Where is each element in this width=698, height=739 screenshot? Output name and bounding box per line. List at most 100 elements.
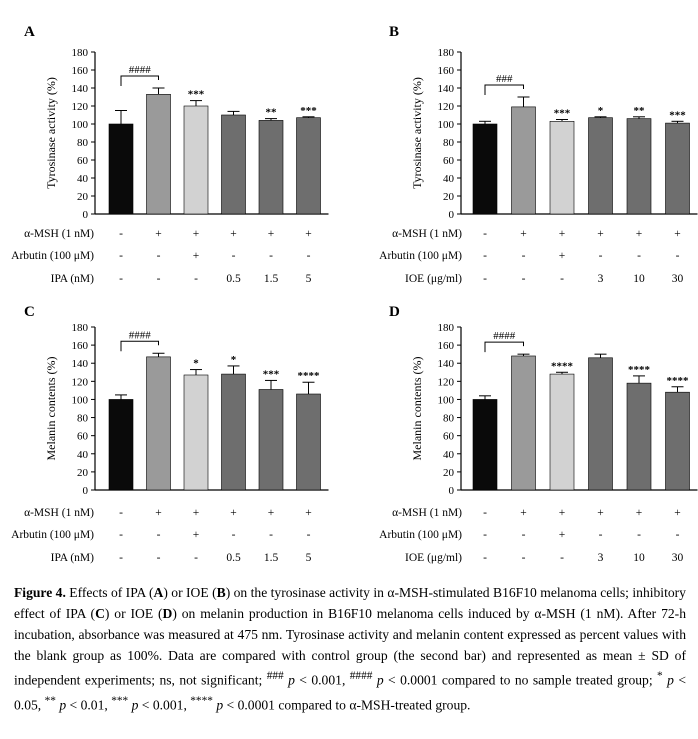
- significance-label: ****: [298, 370, 321, 382]
- y-axis-label: Tyrosinase activity (%): [44, 77, 58, 189]
- panel-a: A Tyrosinase activity (%) 0 20 40 60 80 100 120 1…: [11, 24, 329, 285]
- treatment-row-label: IPA (nM): [51, 552, 95, 564]
- treatment-cell: +: [597, 507, 604, 519]
- treatment-cell: -: [483, 529, 487, 541]
- treatment-row-label: α-MSH (1 nM): [392, 507, 462, 519]
- treatment-cell: +: [597, 228, 604, 240]
- treatment-cell: -: [157, 529, 161, 541]
- treatment-cell: +: [559, 228, 566, 240]
- significance-label: ***: [300, 105, 317, 117]
- comparison-bracket: [120, 75, 159, 86]
- treatment-cell: -: [269, 250, 273, 262]
- treatment-cell: -: [194, 273, 198, 285]
- treatment-cell: 0.5: [226, 273, 241, 285]
- y-tick-label: 0: [83, 485, 89, 497]
- y-tick-label: 80: [443, 137, 455, 149]
- treatment-cell: -: [676, 529, 680, 541]
- significance-label: ****: [551, 360, 574, 372]
- treatment-row-label: α-MSH (1 nM): [24, 228, 94, 240]
- significance-label: ***: [188, 89, 205, 101]
- y-tick-label: 160: [438, 340, 455, 352]
- treatment-cell: 10: [633, 552, 645, 564]
- panel-label: A: [24, 24, 35, 40]
- treatment-row-label: IOE (μg/ml): [405, 552, 462, 564]
- significance-label: **: [266, 107, 278, 119]
- y-tick-label: 180: [438, 322, 455, 334]
- treatment-cell: 1.5: [264, 273, 279, 285]
- treatment-cell: +: [155, 507, 162, 519]
- bar: [549, 121, 575, 215]
- treatment-cell: +: [636, 228, 643, 240]
- bar: [511, 106, 536, 215]
- treatment-row-label: Arbutin (100 μM): [379, 529, 462, 541]
- significance-label: *: [231, 354, 237, 366]
- treatment-cell: -: [483, 273, 487, 285]
- panel-label: D: [389, 304, 400, 320]
- treatment-cell: 5: [306, 552, 312, 564]
- treatment-cell: +: [305, 228, 312, 240]
- treatment-row-label: α-MSH (1 nM): [24, 507, 94, 519]
- comparison-bracket: [484, 84, 524, 95]
- treatment-row-label: α-MSH (1 nM): [392, 228, 462, 240]
- treatment-cell: +: [193, 529, 200, 541]
- y-axis-label: Melanin contents (%): [44, 357, 58, 461]
- treatment-cell: -: [269, 529, 273, 541]
- treatment-cell: +: [520, 228, 527, 240]
- significance-label: ***: [554, 108, 571, 120]
- y-tick-label: 20: [77, 191, 89, 203]
- treatment-cell: -: [157, 273, 161, 285]
- treatment-cell: +: [193, 507, 200, 519]
- y-tick-label: 40: [77, 449, 89, 461]
- y-tick-label: 180: [438, 47, 455, 59]
- figure-caption: Figure 4. Effects of IPA (A) or IOE (B) …: [14, 585, 686, 713]
- y-tick-label: 100: [72, 119, 89, 131]
- y-tick-label: 120: [72, 376, 89, 388]
- y-tick-label: 0: [449, 209, 455, 221]
- y-tick-label: 120: [438, 376, 455, 388]
- y-tick-label: 140: [438, 358, 455, 370]
- treatment-cell: +: [674, 228, 681, 240]
- treatment-cell: -: [637, 250, 641, 262]
- treatment-cell: +: [559, 250, 566, 262]
- bar: [472, 399, 498, 491]
- y-tick-label: 120: [72, 101, 89, 113]
- bar: [588, 357, 613, 491]
- treatment-cell: -: [522, 529, 526, 541]
- bar: [258, 389, 284, 491]
- y-tick-label: 160: [72, 65, 89, 77]
- y-tick-label: 80: [77, 137, 89, 149]
- treatment-cell: -: [522, 552, 526, 564]
- bracket-label: ####: [493, 330, 516, 342]
- y-tick-label: 140: [72, 83, 89, 95]
- bar: [472, 123, 498, 215]
- panel-label: B: [389, 24, 399, 40]
- treatment-cell: -: [119, 507, 123, 519]
- treatment-cell: -: [194, 552, 198, 564]
- bracket-label: ###: [496, 73, 513, 85]
- treatment-cell: -: [637, 529, 641, 541]
- bar: [146, 94, 171, 215]
- treatment-cell: -: [232, 250, 236, 262]
- treatment-cell: +: [520, 507, 527, 519]
- significance-label: *: [193, 358, 199, 370]
- y-tick-label: 0: [449, 485, 455, 497]
- y-tick-label: 140: [438, 83, 455, 95]
- panel-c: C Melanin contents (%) 0 20 40 60 80 100 120 140 1…: [11, 304, 329, 564]
- y-tick-label: 40: [77, 173, 89, 185]
- y-tick-label: 80: [77, 413, 89, 425]
- treatment-cell: -: [522, 250, 526, 262]
- treatment-cell: +: [155, 228, 162, 240]
- bracket-label: ####: [129, 64, 152, 76]
- bar: [296, 393, 321, 491]
- treatment-cell: -: [307, 250, 311, 262]
- treatment-cell: -: [483, 228, 487, 240]
- y-tick-label: 40: [443, 449, 455, 461]
- bar: [221, 373, 246, 491]
- comparison-bracket: [484, 341, 524, 353]
- caption-label: Figure 4.: [14, 585, 66, 600]
- bar: [665, 122, 690, 215]
- treatment-row-label: IOE (μg/ml): [405, 273, 462, 285]
- treatment-cell: +: [193, 250, 200, 262]
- y-tick-label: 180: [72, 322, 89, 334]
